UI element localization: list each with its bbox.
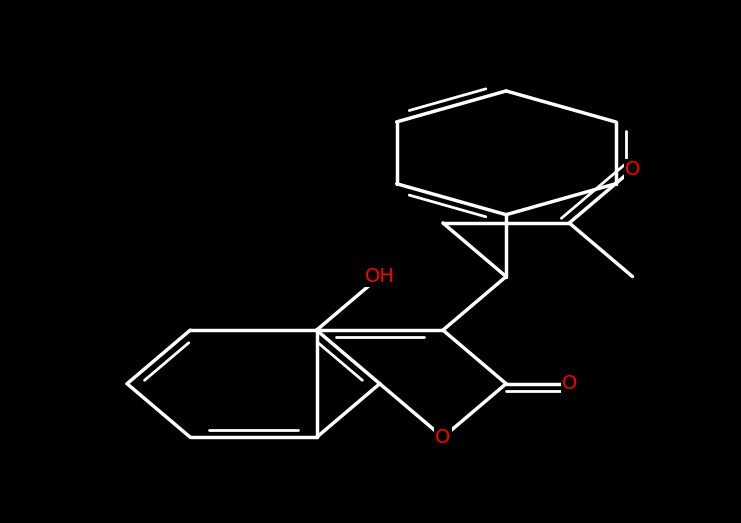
Text: O: O: [435, 428, 451, 447]
Text: O: O: [562, 374, 577, 393]
Text: OH: OH: [365, 267, 395, 286]
Text: O: O: [625, 160, 640, 179]
